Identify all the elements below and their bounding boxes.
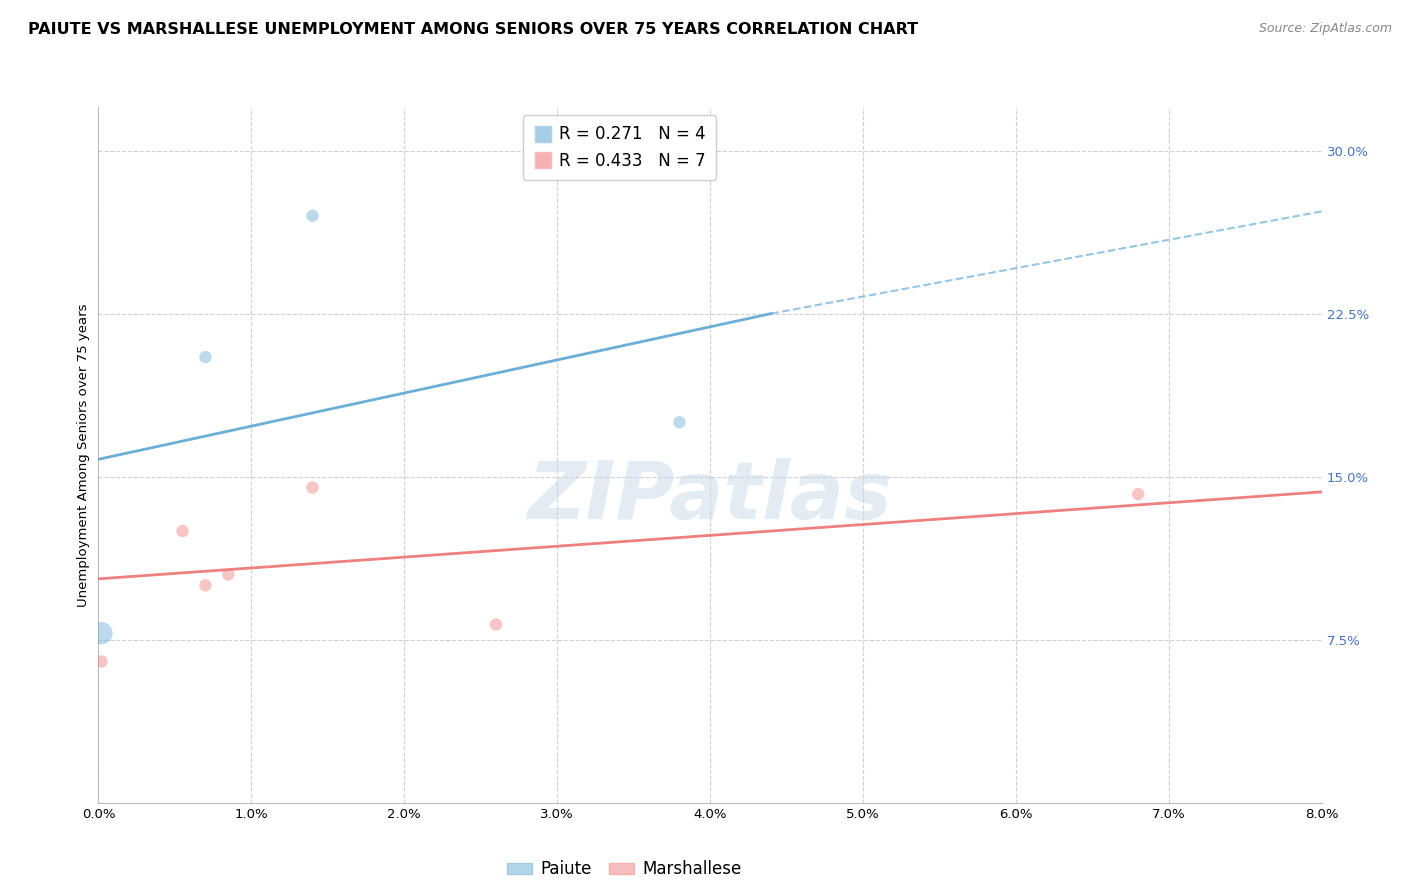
Text: PAIUTE VS MARSHALLESE UNEMPLOYMENT AMONG SENIORS OVER 75 YEARS CORRELATION CHART: PAIUTE VS MARSHALLESE UNEMPLOYMENT AMONG… — [28, 22, 918, 37]
Point — [301, 209, 323, 223]
Legend: Paiute, Marshallese: Paiute, Marshallese — [501, 854, 748, 885]
Point — [90, 655, 112, 669]
Text: ZIPatlas: ZIPatlas — [527, 458, 893, 536]
Point — [194, 578, 217, 592]
Point — [485, 617, 508, 632]
Point — [172, 524, 194, 538]
Point — [194, 350, 217, 364]
Point — [301, 481, 323, 495]
Point — [217, 567, 239, 582]
Point — [1128, 487, 1150, 501]
Point — [90, 626, 112, 640]
Y-axis label: Unemployment Among Seniors over 75 years: Unemployment Among Seniors over 75 years — [77, 303, 90, 607]
Point — [668, 415, 690, 429]
Text: Source: ZipAtlas.com: Source: ZipAtlas.com — [1258, 22, 1392, 36]
